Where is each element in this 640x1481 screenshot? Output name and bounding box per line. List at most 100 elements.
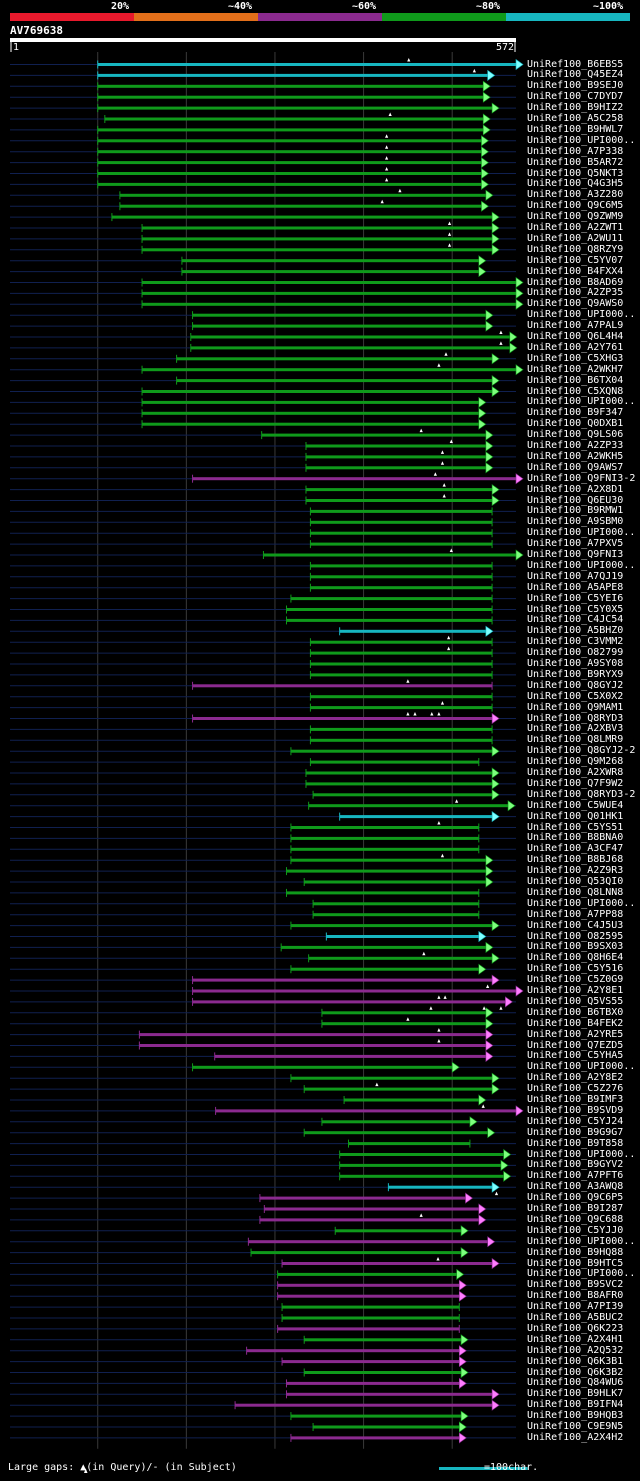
hit-arrow — [465, 1192, 474, 1204]
hit-label: UniRef100_A2Q532 — [527, 1344, 624, 1356]
hit-arrow — [491, 974, 500, 986]
hit-arrow — [491, 1083, 500, 1095]
hit-label: UniRef100_UPI000.. — [527, 309, 636, 321]
query-gap-marker — [447, 232, 452, 236]
hit-bar — [290, 1414, 462, 1418]
hit-arrow — [491, 1072, 500, 1084]
hit-bar — [339, 1174, 504, 1178]
query-gap-marker — [455, 799, 459, 803]
hit-bar — [310, 738, 493, 742]
hit-label: UniRef100_Q9M268 — [527, 756, 624, 768]
hit-bar — [142, 302, 517, 306]
hit-bar — [310, 695, 493, 699]
hit-bar — [286, 608, 493, 611]
hit-bar — [261, 433, 486, 437]
hit-arrow — [458, 1279, 467, 1291]
hit-arrow — [485, 429, 494, 441]
hit-label: UniRef100_UPI000.. — [527, 559, 636, 571]
hit-arrow — [458, 1377, 467, 1389]
query-gap-marker — [388, 112, 392, 116]
hit-bar — [313, 902, 479, 906]
hit-label: UniRef100_UPI000.. — [527, 897, 636, 909]
query-gap-marker — [385, 134, 389, 138]
hit-label: UniRef100_Q53QI0 — [527, 876, 624, 887]
hit-arrow — [491, 1388, 500, 1400]
query-gap-marker — [422, 951, 426, 956]
hit-label: UniRef100_A2X4H2 — [527, 1431, 624, 1443]
hit-arrow — [515, 985, 524, 997]
hit-bar — [304, 1131, 488, 1135]
hit-label: UniRef100_Q9AWS0 — [527, 298, 624, 310]
hit-bar — [348, 1142, 470, 1146]
hit-label: UniRef100_Q9C688 — [527, 1213, 624, 1225]
query-gap-marker — [406, 1017, 410, 1021]
hit-bar — [305, 771, 493, 775]
hit-label: UniRef100_A2XBV3 — [527, 723, 624, 735]
hit-bar — [281, 945, 486, 949]
hit-bar — [139, 1044, 486, 1047]
hit-arrow — [485, 876, 494, 888]
query-gap-marker — [413, 712, 417, 716]
query-gap-marker — [449, 548, 453, 552]
hit-arrow — [491, 233, 500, 245]
hit-bar — [142, 281, 517, 284]
hit-arrow — [491, 222, 500, 234]
hit-bar — [290, 1436, 460, 1440]
hit-arrow — [485, 1018, 494, 1030]
hit-bar — [282, 1360, 460, 1364]
hit-arrow — [482, 113, 491, 125]
hit-arrow — [491, 778, 500, 790]
query-gap-marker — [437, 821, 441, 825]
hit-arrow — [485, 440, 494, 452]
hit-bar — [259, 1218, 479, 1222]
hit-arrow — [487, 69, 496, 81]
hit-bar — [344, 1098, 479, 1102]
query-gap-marker — [440, 450, 445, 454]
query-gap-marker — [443, 995, 447, 999]
hit-arrow — [500, 1159, 509, 1171]
hit-arrow — [491, 789, 500, 801]
hit-bar — [142, 390, 493, 393]
query-gap-marker — [385, 177, 389, 182]
hit-arrow — [460, 1334, 469, 1346]
hit-label: UniRef100_Q8H6E4 — [527, 952, 624, 964]
hit-label: UniRef100_Q5NKT3 — [527, 167, 624, 179]
hit-label: UniRef100_B9HLK7 — [527, 1388, 624, 1400]
hit-bar — [142, 400, 479, 404]
query-gap-marker — [499, 330, 503, 334]
hit-bar — [286, 1392, 493, 1396]
hit-arrow — [451, 1061, 460, 1073]
hit-bar — [263, 553, 516, 557]
hit-label: UniRef100_B6TX04 — [527, 374, 624, 386]
hit-bar — [339, 815, 493, 819]
hit-arrow — [503, 1170, 512, 1182]
hit-label: UniRef100_Q8RZY9 — [527, 243, 624, 255]
hit-bar — [310, 575, 493, 579]
identity-scale-segment — [134, 13, 258, 21]
hit-bar — [305, 499, 493, 502]
hit-bar — [142, 226, 493, 230]
hit-arrow — [515, 549, 524, 561]
identity-scale-segment — [10, 13, 134, 21]
hit-bar — [286, 1381, 460, 1385]
query-gap-marker — [437, 1028, 441, 1032]
hit-bar — [335, 1229, 462, 1233]
hit-bar — [111, 215, 493, 219]
hit-arrow — [458, 1345, 467, 1357]
hit-bar — [246, 1349, 460, 1353]
query-gap-marker — [447, 646, 451, 651]
hit-bar — [304, 1338, 462, 1342]
hit-bar — [215, 1109, 516, 1113]
hit-label: UniRef100_A2Y8E2 — [527, 1072, 624, 1084]
hit-arrow — [478, 255, 487, 267]
query-name: AV769638 — [10, 24, 63, 37]
hit-arrow — [485, 1007, 494, 1019]
identity-scale-label: ~40% — [228, 1, 253, 12]
hit-arrow — [515, 287, 524, 299]
hit-label: UniRef100_C4J5U3 — [527, 919, 624, 931]
hit-label: UniRef100_UPI000.. — [527, 396, 636, 408]
hit-bar — [339, 629, 486, 633]
hit-arrow — [478, 407, 487, 419]
query-gap-marker — [481, 1104, 485, 1108]
